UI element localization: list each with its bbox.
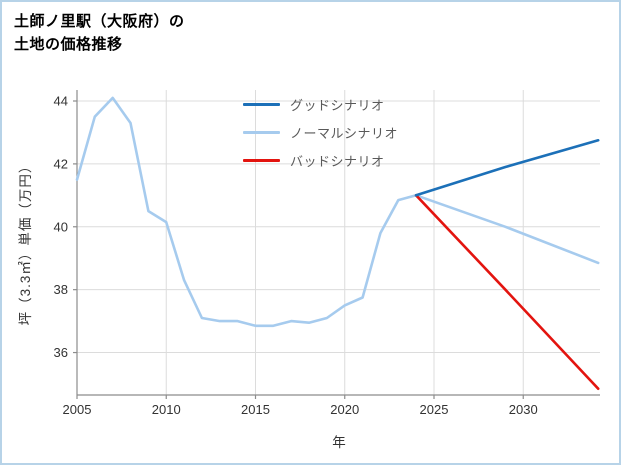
chart-title-line1: 土師ノ里駅（大阪府）の xyxy=(14,13,185,30)
legend-swatch-good-scenario xyxy=(243,102,280,106)
x-tick-label: 2025 xyxy=(420,402,449,417)
chart-title: 土師ノ里駅（大阪府）の 土地の価格推移 xyxy=(14,10,185,57)
legend-item-good-scenario: グッドシナリオ xyxy=(243,90,398,118)
y-tick-label: 38 xyxy=(54,282,68,297)
series-line-bad-scenario xyxy=(414,194,600,391)
chart-title-line2: 土地の価格推移 xyxy=(14,36,123,54)
legend-swatch-bad-scenario xyxy=(243,158,280,162)
legend-label-bad-scenario: バッドシナリオ xyxy=(290,153,385,169)
y-axis-label: 坪（3.3㎡）単価（万円） xyxy=(18,158,33,326)
series-line-normal-scenario xyxy=(75,96,600,328)
x-tick-label: 2015 xyxy=(241,402,270,417)
x-tick-label: 2030 xyxy=(509,402,538,417)
series-line-good-scenario xyxy=(414,139,600,197)
y-tick-label: 44 xyxy=(54,94,68,109)
y-tick-label: 40 xyxy=(54,219,68,234)
x-tick-label: 2020 xyxy=(330,402,359,417)
x-tick-label: 2010 xyxy=(152,402,181,417)
chart-legend: グッドシナリオ ノーマルシナリオ バッドシナリオ xyxy=(243,90,398,174)
legend-item-normal-scenario: ノーマルシナリオ xyxy=(243,118,398,146)
y-tick-label: 42 xyxy=(54,156,68,171)
legend-item-bad-scenario: バッドシナリオ xyxy=(243,146,398,174)
x-axis-label: 年 xyxy=(332,435,346,450)
x-tick-label: 2005 xyxy=(63,402,92,417)
legend-label-good-scenario: グッドシナリオ xyxy=(290,97,385,113)
y-tick-label: 36 xyxy=(54,345,68,360)
legend-swatch-normal-scenario xyxy=(243,130,280,134)
legend-label-normal-scenario: ノーマルシナリオ xyxy=(290,125,399,141)
